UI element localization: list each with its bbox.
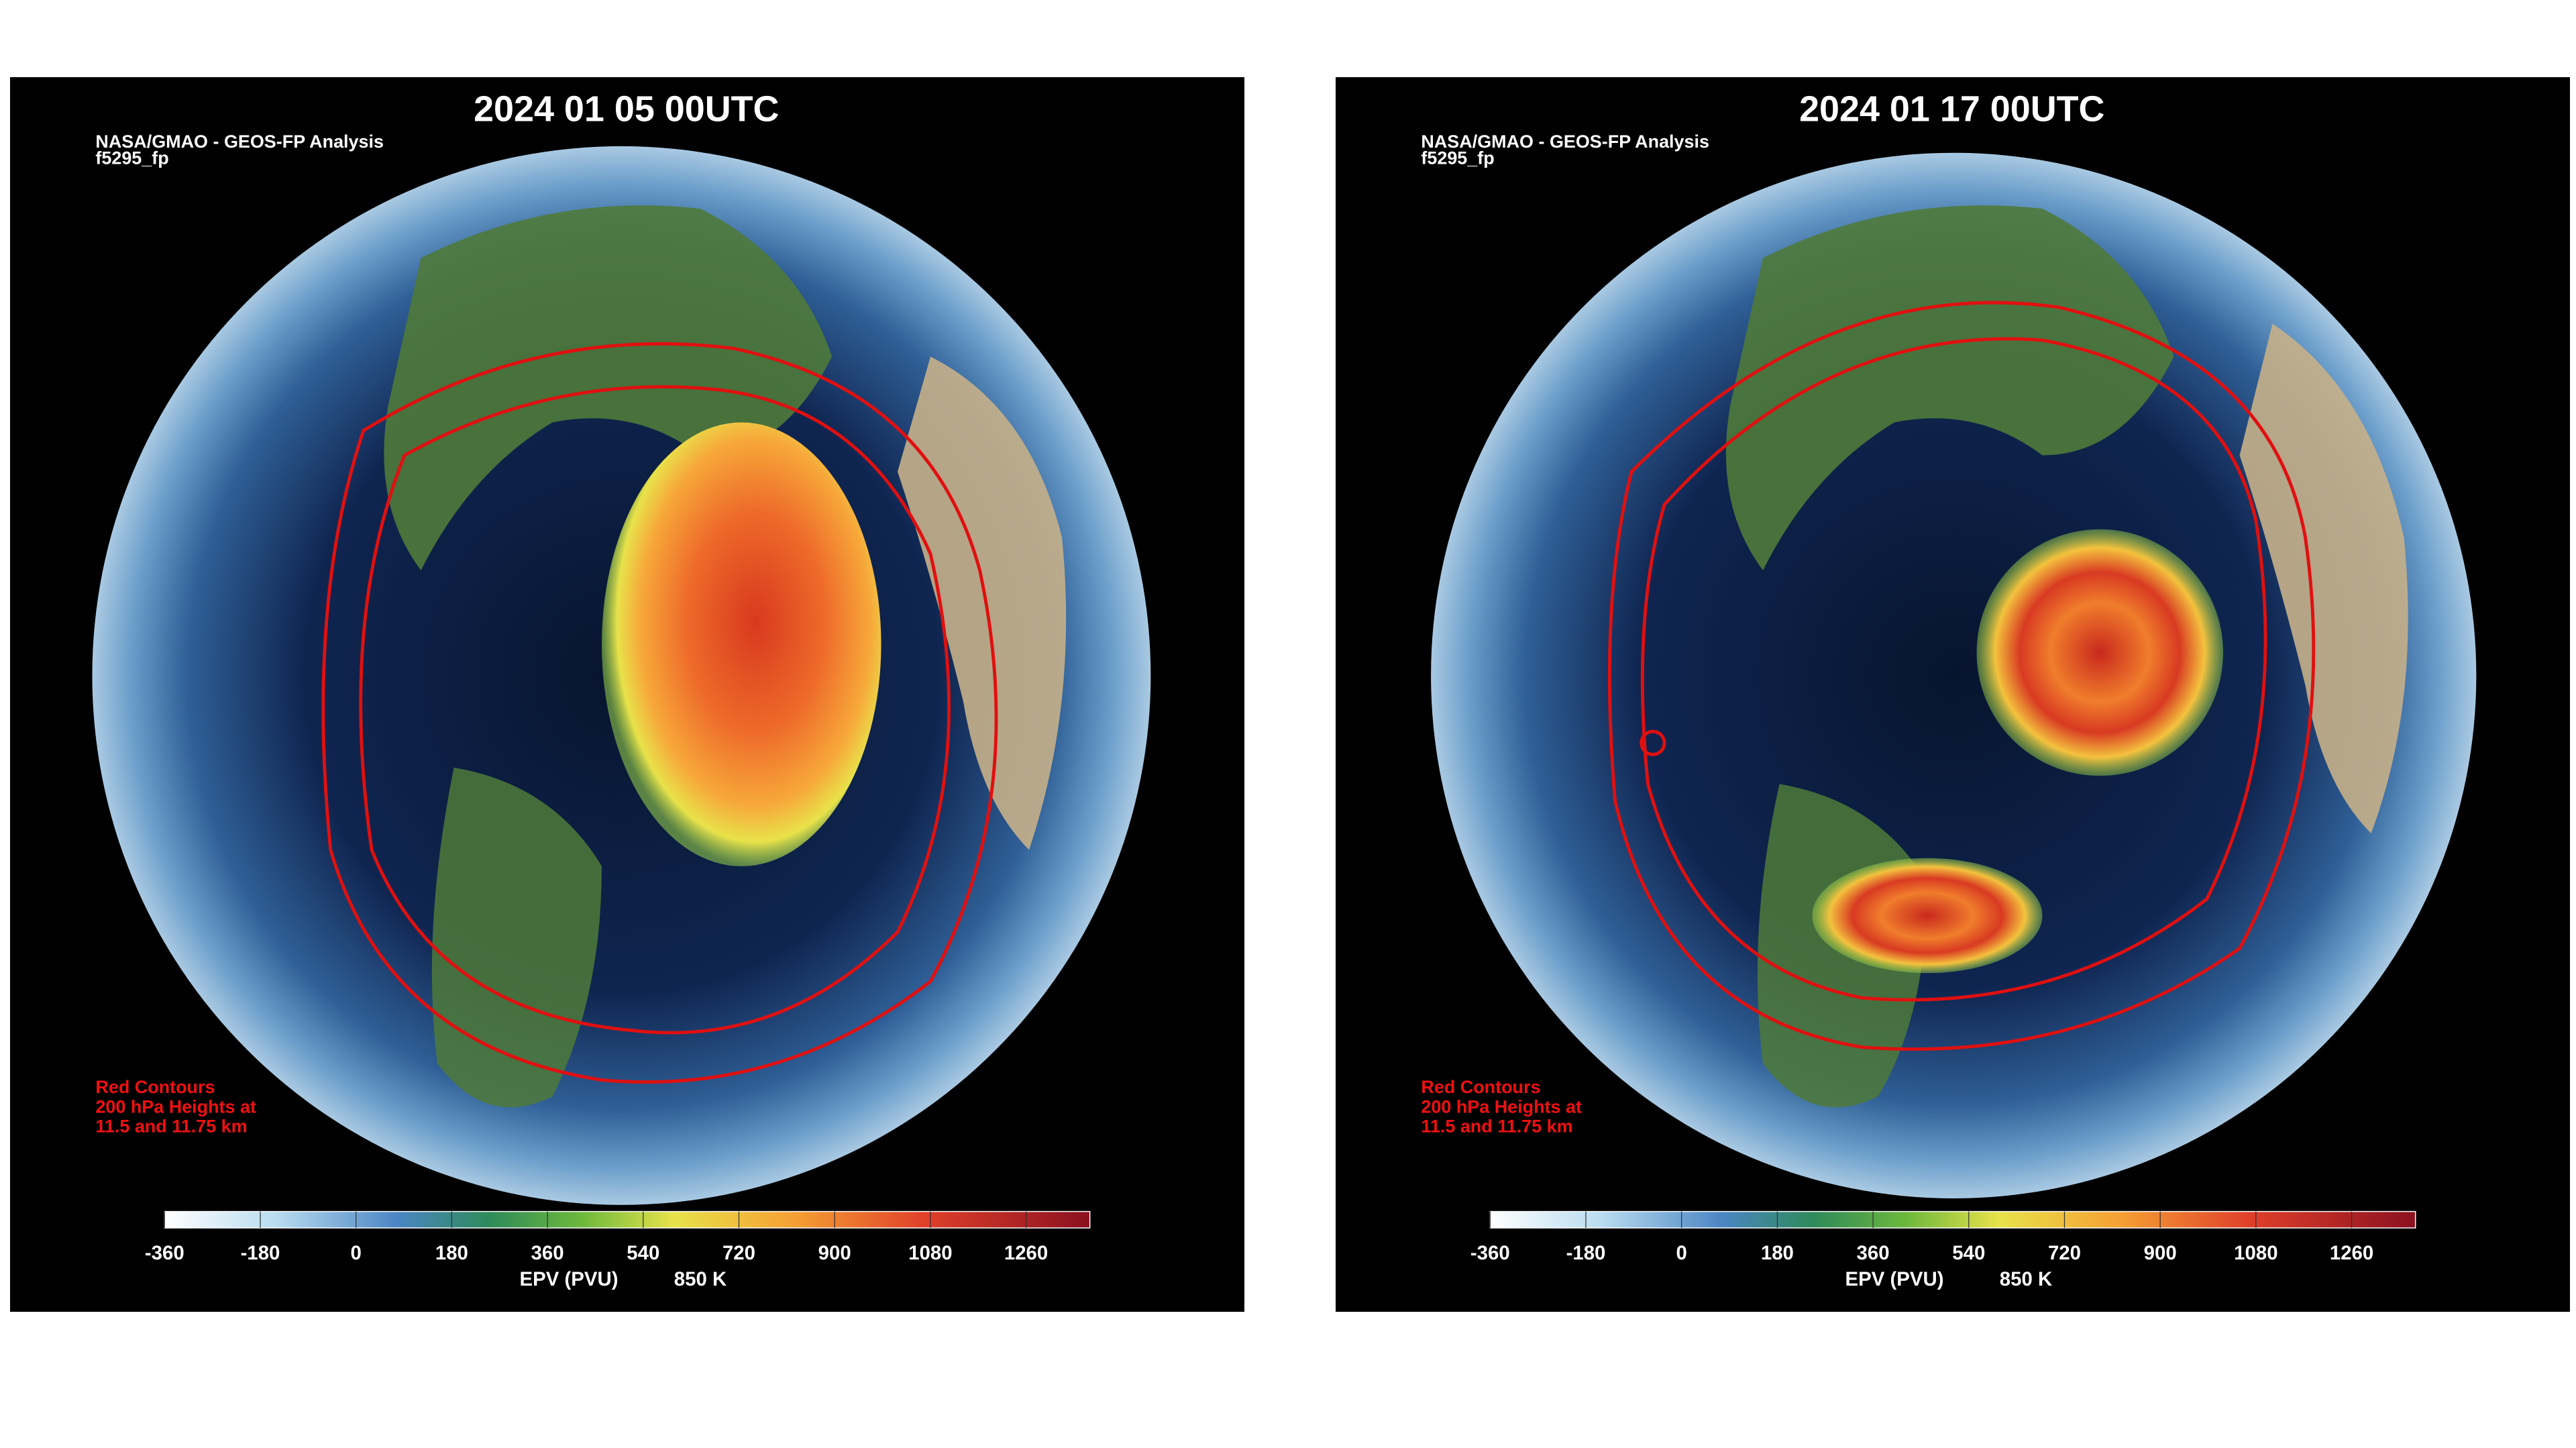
contour-note: 11.5 and 11.75 km xyxy=(95,1117,247,1137)
colorbar-tick-label: 1080 xyxy=(2234,1242,2277,1264)
globe xyxy=(92,146,1151,1205)
colorbar-tick-label: 720 xyxy=(722,1242,755,1264)
colorbar-tick-label: 900 xyxy=(2144,1242,2177,1264)
globe xyxy=(1431,152,2477,1198)
colorbar-tick-label: -180 xyxy=(241,1242,280,1264)
colorbar-tick-label: -180 xyxy=(1566,1242,1606,1264)
colorbar-tick-label: 0 xyxy=(351,1242,362,1264)
colorbar-tick-label: 900 xyxy=(818,1242,851,1264)
colorbar-level: 850 K xyxy=(674,1268,727,1290)
colorbar-label: EPV (PVU) xyxy=(1845,1268,1944,1290)
panel-title: 2024 01 05 00UTC xyxy=(474,89,779,130)
source-line: NASA/GMAO - GEOS-FP Analysis xyxy=(95,132,384,152)
colorbar-tick-label: 1080 xyxy=(908,1242,952,1264)
source-line: NASA/GMAO - GEOS-FP Analysis xyxy=(1421,132,1709,152)
colorbar-label: EPV (PVU) xyxy=(520,1268,619,1290)
map-panel: 2024 01 05 00UTC NASA/GMAO - GEOS-FP Anal… xyxy=(10,77,1244,1312)
contour-note: Red Contours xyxy=(1421,1077,1540,1097)
colorbar-tick-label: 180 xyxy=(435,1242,468,1264)
colorbar-level: 850 K xyxy=(2000,1268,2052,1290)
contour-note: 200 hPa Heights at xyxy=(1421,1096,1582,1117)
colorbar-tick-label: 540 xyxy=(627,1242,659,1264)
colorbar xyxy=(1489,1210,2416,1229)
colorbar-tick-label: 720 xyxy=(2048,1242,2081,1264)
colorbar-tick-label: -360 xyxy=(1470,1242,1510,1264)
colorbar-tick-label: 360 xyxy=(531,1242,564,1264)
contour-note: Red Contours xyxy=(95,1077,215,1097)
colorbar-tick-label: 1260 xyxy=(1004,1242,1048,1264)
source-line: f5295_fp xyxy=(1421,148,1494,168)
panel-title: 2024 01 17 00UTC xyxy=(1799,89,2104,130)
colorbar-tick-label: 540 xyxy=(1952,1242,1985,1264)
colorbar-tick-label: 0 xyxy=(1676,1242,1687,1264)
colorbar xyxy=(164,1210,1091,1229)
colorbar-tick-label: 1260 xyxy=(2330,1242,2373,1264)
contour-note: 11.5 and 11.75 km xyxy=(1421,1117,1572,1137)
source-line: f5295_fp xyxy=(95,148,168,168)
colorbar-tick-label: -360 xyxy=(145,1242,184,1264)
colorbar-tick-label: 360 xyxy=(1857,1242,1890,1264)
contour-note: 200 hPa Heights at xyxy=(95,1096,256,1117)
colorbar-tick-label: 180 xyxy=(1761,1242,1794,1264)
map-panel: 2024 01 17 00UTC NASA/GMAO - GEOS-FP Anal… xyxy=(1336,77,2570,1312)
